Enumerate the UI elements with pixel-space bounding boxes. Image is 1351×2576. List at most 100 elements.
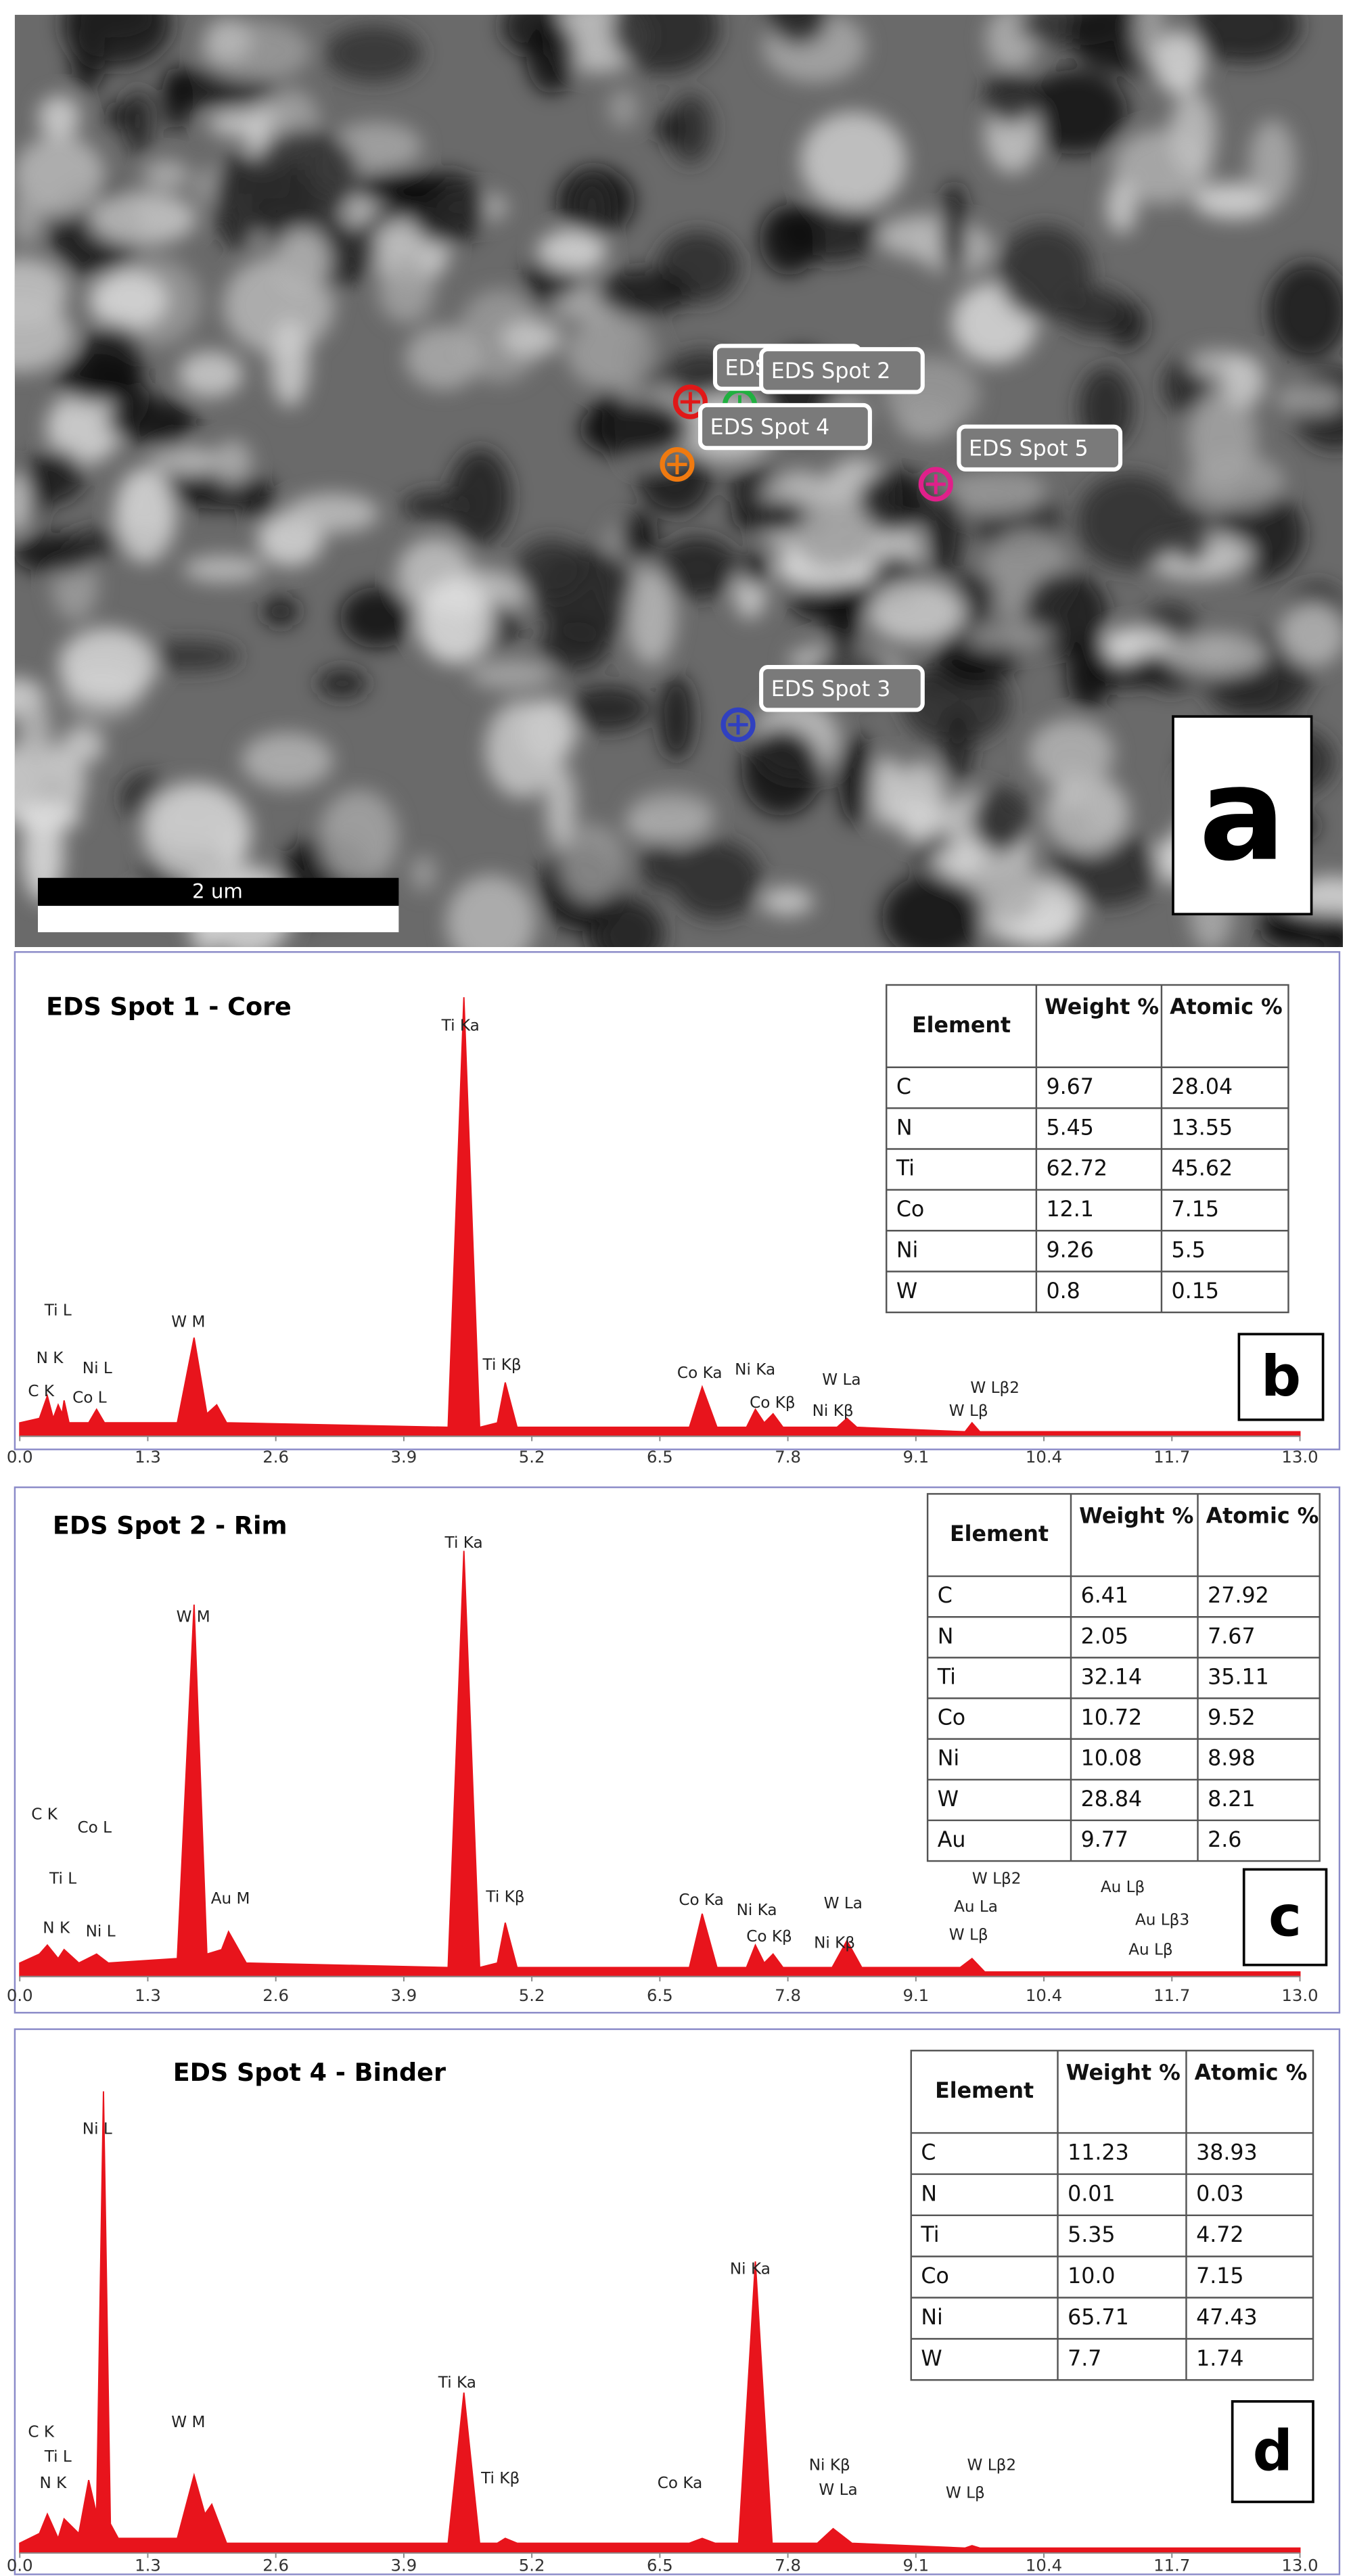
- grain: [1279, 603, 1343, 666]
- grain: [610, 14, 720, 74]
- table-cell: Ni: [938, 1747, 959, 1771]
- x-tick-label: 11.7: [1153, 1985, 1190, 2005]
- grain: [446, 875, 536, 947]
- table-cell: 8.98: [1208, 1747, 1255, 1771]
- x-tick-label: 1.3: [135, 2555, 161, 2575]
- peak-label: Co Kβ: [746, 1928, 792, 1946]
- table-cell: 9.77: [1081, 1828, 1128, 1852]
- spot-marker: [720, 707, 756, 742]
- peak-label: Ni Ka: [730, 2261, 771, 2278]
- table-cell: W: [896, 1279, 917, 1304]
- peak-label: Ni Ka: [737, 1902, 777, 1919]
- grain: [657, 536, 739, 599]
- table-cell: W: [938, 1787, 959, 1812]
- x-tick-label: 5.2: [519, 1447, 545, 1467]
- micrograph: [14, 14, 1343, 947]
- grain: [1276, 384, 1343, 414]
- x-tick-label: 1.3: [135, 1985, 161, 2005]
- x-tick-label: 0.0: [7, 1447, 33, 1467]
- peak-label: Ni L: [86, 1923, 116, 1941]
- chart-title: EDS Spot 1 - Core: [46, 992, 292, 1021]
- table-header: Atomic %: [1170, 995, 1283, 1019]
- peak-label: Ti L: [44, 2448, 72, 2466]
- panel-letter-box: [1172, 715, 1313, 916]
- grain: [164, 472, 275, 509]
- grain: [515, 538, 588, 599]
- grain: [18, 696, 51, 767]
- grain: [204, 18, 251, 62]
- x-tick-label: 5.2: [519, 2555, 545, 2575]
- table-header: Element: [912, 1013, 1011, 1038]
- grain: [1193, 183, 1275, 219]
- table-cell: 32.14: [1081, 1665, 1143, 1689]
- grain: [526, 19, 577, 94]
- grain: [838, 733, 873, 825]
- grain: [105, 396, 198, 444]
- grain: [271, 319, 309, 407]
- x-tick-label: 6.5: [647, 1447, 673, 1467]
- table-cell: 10.08: [1081, 1747, 1143, 1771]
- spot-label-box: [957, 424, 1123, 472]
- peak-label: W La: [824, 1895, 863, 1912]
- panel-letter-box: [1242, 1868, 1328, 1967]
- grain: [668, 93, 713, 164]
- table-cell: N: [896, 1116, 913, 1140]
- grain: [567, 685, 649, 732]
- peak-label: Ni Kβ: [812, 1402, 854, 1420]
- peak-label: N K: [37, 1350, 64, 1367]
- grain: [273, 227, 330, 294]
- table-cell: 9.52: [1208, 1706, 1255, 1730]
- peak-label: Ti Ka: [444, 1534, 483, 1552]
- grain: [881, 874, 984, 947]
- peak-label: Co Ka: [677, 1364, 723, 1382]
- peak-label: W Lβ2: [967, 2456, 1017, 2474]
- table-header: Atomic %: [1206, 1504, 1319, 1528]
- spot-label: EDS Spot 4: [710, 415, 830, 440]
- peak-label: Ti L: [49, 1870, 76, 1888]
- grain: [729, 499, 817, 534]
- grain: [183, 555, 265, 583]
- grain: [449, 448, 511, 545]
- spectrum: [19, 997, 1301, 1438]
- grain: [942, 705, 974, 783]
- table-cell: N: [938, 1624, 954, 1649]
- table-cell: 8.21: [1208, 1787, 1255, 1812]
- grain: [965, 622, 1054, 649]
- peak-label: Au Lβ: [1128, 1941, 1172, 1958]
- x-tick-label: 13.0: [1281, 1447, 1318, 1467]
- peak-label: Co Ka: [658, 2475, 703, 2492]
- grain: [46, 391, 122, 464]
- peak-label: Co Ka: [679, 1891, 724, 1909]
- spectrum: [19, 1550, 1301, 1977]
- peak-label: Ni Kβ: [814, 1935, 855, 1952]
- grain: [123, 89, 154, 157]
- grain: [1267, 262, 1343, 361]
- peak-label: Co Kβ: [750, 1394, 796, 1412]
- grain: [1022, 70, 1128, 154]
- grain: [1028, 718, 1114, 788]
- peak-label: Ti L: [44, 1302, 72, 1320]
- x-tick-label: 13.0: [1281, 1985, 1318, 2005]
- x-tick-label: 10.4: [1026, 1447, 1062, 1467]
- grain: [262, 596, 300, 627]
- grain: [984, 68, 1036, 125]
- x-tick-label: 9.1: [902, 1447, 929, 1467]
- x-tick-label: 7.8: [775, 2555, 801, 2575]
- peak-label: Au La: [954, 1898, 998, 1916]
- spot-marker: [918, 467, 953, 502]
- grain: [626, 568, 677, 666]
- x-tick-label: 2.6: [262, 1447, 289, 1467]
- table-cell: 6.41: [1081, 1584, 1128, 1608]
- grain: [61, 725, 105, 765]
- grain: [768, 14, 829, 45]
- x-tick-label: 9.1: [902, 2555, 929, 2575]
- table-header: Weight %: [1066, 2061, 1181, 2085]
- table-cell: 35.11: [1208, 1665, 1269, 1689]
- grain: [641, 840, 679, 891]
- table-cell: C: [896, 1075, 911, 1099]
- grain: [867, 581, 965, 643]
- table-cell: 10.0: [1068, 2264, 1115, 2288]
- grain: [940, 181, 968, 277]
- grain: [741, 551, 769, 587]
- table-cell: W: [921, 2347, 942, 2371]
